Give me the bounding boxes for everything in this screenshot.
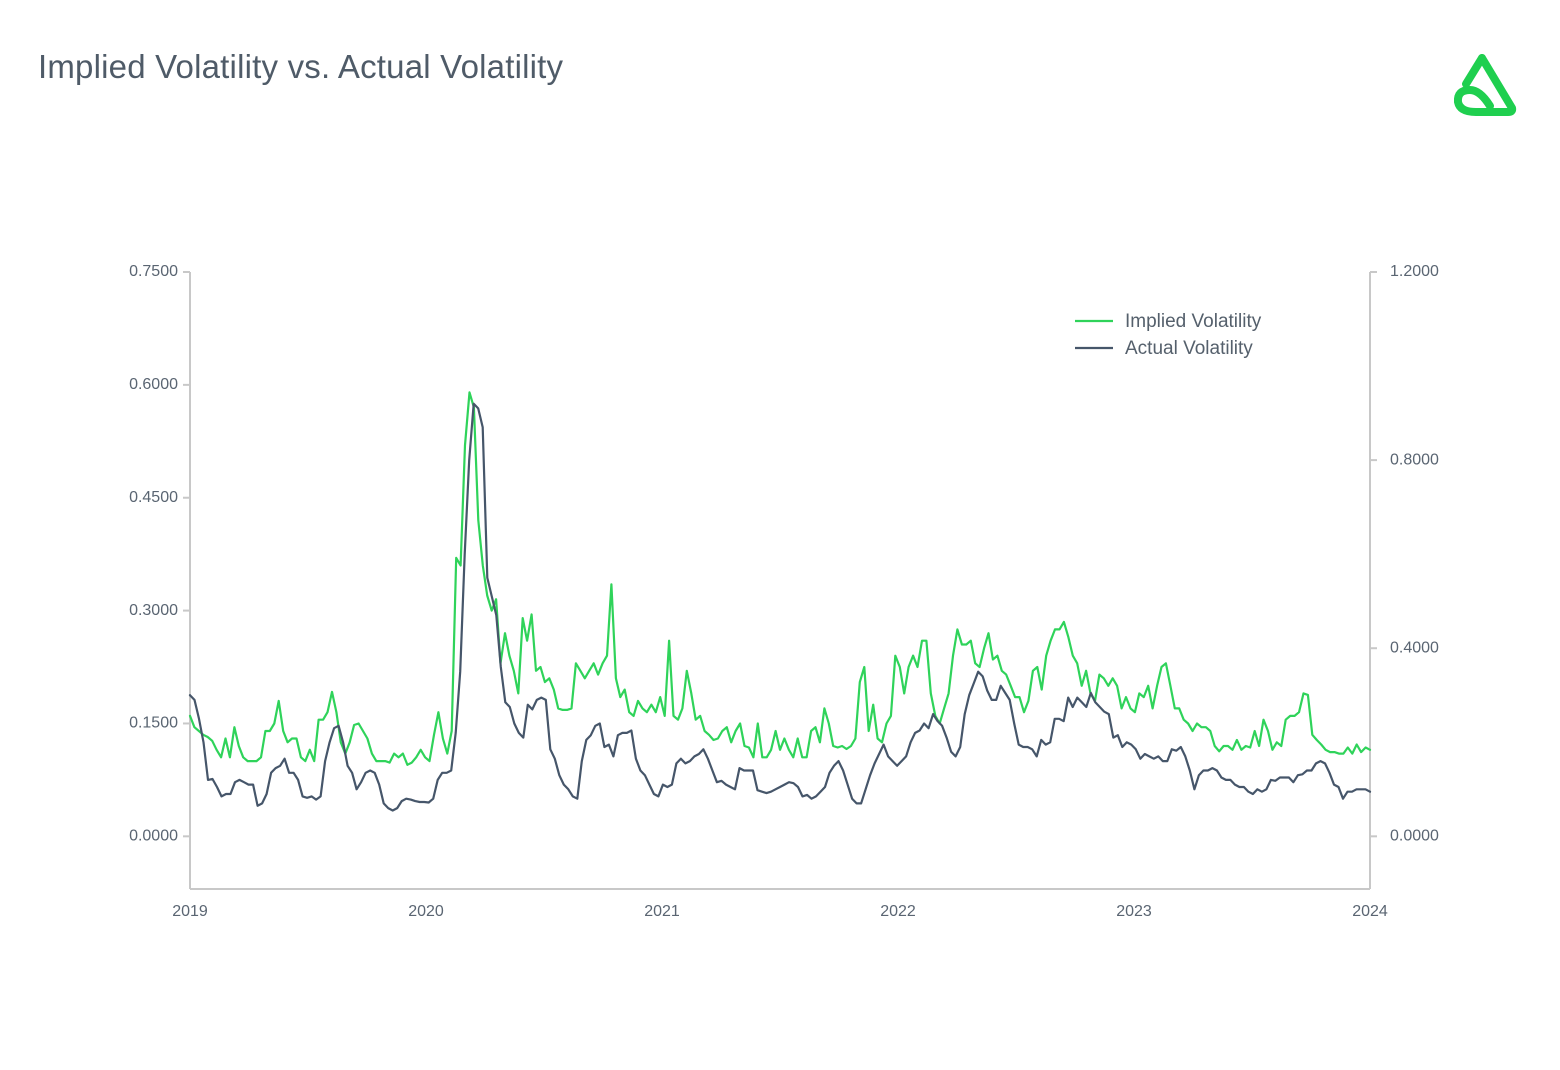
x-tick-label: 2021	[644, 903, 680, 920]
y-axis-left: 0.7500 0.6000 0.4500 0.3000 0.1500 0.0000	[129, 263, 190, 845]
series-line-implied-volatility	[188, 391, 1372, 766]
brand-logo-icon	[1453, 54, 1517, 116]
y-right-tick-label: 0.0000	[1390, 828, 1439, 845]
x-tick-label: 2024	[1352, 903, 1388, 920]
y-left-tick-label: 0.3000	[129, 602, 178, 619]
y-left-tick-label: 0.1500	[129, 715, 178, 732]
y-right-tick-label: 0.4000	[1390, 639, 1439, 656]
y-right-tick-label: 0.8000	[1390, 451, 1439, 468]
legend-label-actual: Actual Volatility	[1125, 338, 1253, 359]
series-line-actual-volatility	[188, 402, 1372, 812]
series-lines	[188, 391, 1372, 812]
x-tick-label: 2019	[172, 903, 208, 920]
y-right-tick-label: 1.2000	[1390, 263, 1439, 280]
y-axis-right: 1.2000 0.8000 0.4000 0.0000	[1370, 263, 1439, 845]
page-title: Implied Volatility vs. Actual Volatility	[38, 48, 564, 85]
y-left-tick-label: 0.7500	[129, 263, 178, 280]
y-left-tick-label: 0.4500	[129, 489, 178, 506]
x-axis: 2019 2020 2021 2022 2023 2024	[172, 903, 1388, 920]
chart-legend: Implied Volatility Actual Volatility	[1075, 311, 1262, 359]
legend-label-implied: Implied Volatility	[1125, 311, 1262, 332]
chart-axes	[189, 272, 1371, 890]
x-tick-label: 2022	[880, 903, 916, 920]
y-left-tick-label: 0.6000	[129, 376, 178, 393]
y-left-tick-label: 0.0000	[129, 828, 178, 845]
x-tick-label: 2023	[1116, 903, 1152, 920]
x-tick-label: 2020	[408, 903, 444, 920]
